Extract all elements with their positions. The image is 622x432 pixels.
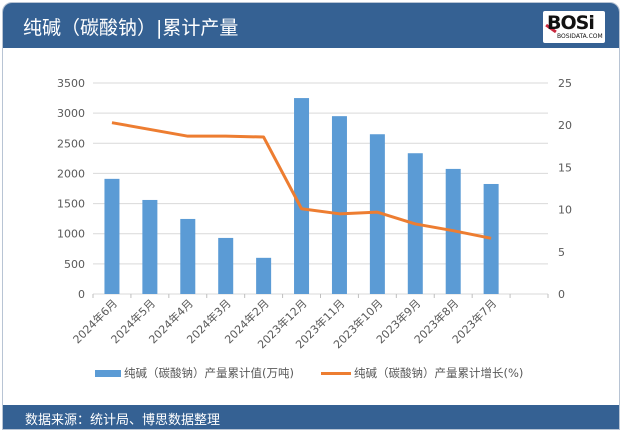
combo-chart: 0500100015002000250030003500051015202520… xyxy=(57,77,572,351)
y-left-tick-label: 500 xyxy=(64,258,85,271)
legend-item-bar: 纯碱（碳酸钠）产量累计值(万吨) xyxy=(95,365,294,381)
legend-item-line: 纯碱（碳酸钠）产量累计增长(%) xyxy=(321,365,523,381)
bar xyxy=(294,98,310,294)
footer-bar: 数据来源：统计局、博思数据整理 xyxy=(3,405,619,429)
y-right-tick-label: 10 xyxy=(558,204,572,217)
bosi-logo: BOSi BOSIDATA.COM xyxy=(543,11,605,43)
legend-line-swatch xyxy=(321,371,351,375)
y-left-tick-label: 3500 xyxy=(57,77,85,90)
y-left-tick-label: 0 xyxy=(78,288,85,301)
y-left-tick-label: 3000 xyxy=(57,107,85,120)
y-right-tick-label: 15 xyxy=(558,161,572,174)
bar xyxy=(142,199,158,294)
legend-line-label: 纯碱（碳酸钠）产量累计增长(%) xyxy=(354,366,524,380)
bar xyxy=(256,257,272,294)
bar xyxy=(483,183,499,294)
bar xyxy=(331,116,347,295)
y-left-tick-label: 1500 xyxy=(57,198,85,211)
legend-bar-swatch xyxy=(95,369,121,377)
y-left-tick-label: 2000 xyxy=(57,167,85,180)
bar xyxy=(180,218,196,294)
y-right-tick-label: 0 xyxy=(558,288,565,301)
y-left-tick-label: 2500 xyxy=(57,137,85,150)
header-bar: 纯碱（碳酸钠）|累计产量 BOSi BOSIDATA.COM xyxy=(3,3,619,48)
y-right-tick-label: 25 xyxy=(558,77,572,90)
bar xyxy=(104,178,120,294)
bar xyxy=(218,237,234,294)
legend-bar-label: 纯碱（碳酸钠）产量累计值(万吨) xyxy=(124,366,294,380)
page-title: 纯碱（碳酸钠）|累计产量 xyxy=(23,17,239,39)
y-right-tick-label: 5 xyxy=(558,246,565,259)
data-source: 数据来源：统计局、博思数据整理 xyxy=(25,413,221,428)
bar xyxy=(369,134,385,294)
y-left-tick-label: 1000 xyxy=(57,228,85,241)
y-right-tick-label: 20 xyxy=(558,119,572,132)
